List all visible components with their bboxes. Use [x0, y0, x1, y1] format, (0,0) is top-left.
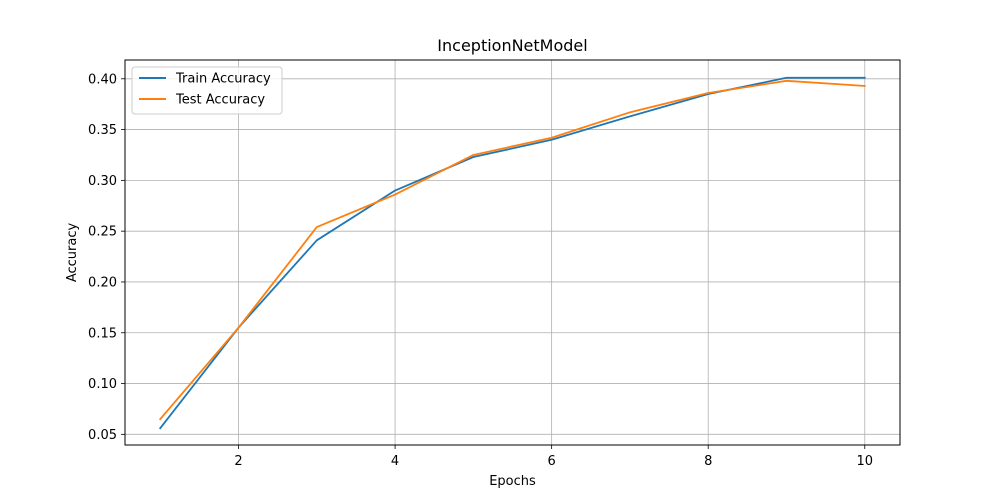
- y-tick-label: 0.40: [88, 72, 117, 87]
- plot-area: [125, 60, 900, 445]
- legend-label-test-accuracy: Test Accuracy: [175, 93, 265, 108]
- y-tick-label: 0.35: [88, 123, 117, 138]
- grid: [125, 60, 900, 445]
- chart-title: InceptionNetModel: [437, 36, 587, 55]
- y-ticks: 0.05 0.10 0.15 0.20 0.25 0.30 0.35 0.40: [88, 72, 125, 443]
- series-layer: [158, 76, 866, 430]
- x-tick-label: 8: [704, 454, 712, 469]
- legend-box: [131, 66, 283, 115]
- legend: Train Accuracy Test Accuracy: [131, 66, 283, 115]
- y-tick-label: 0.25: [88, 225, 117, 240]
- legend-label-train-accuracy: Train Accuracy: [175, 72, 271, 87]
- y-tick-label: 0.20: [88, 275, 117, 290]
- x-ticks: 2 4 6 8 10: [234, 445, 873, 469]
- y-axis-label: Accuracy: [65, 223, 80, 283]
- y-tick-label: 0.10: [88, 377, 117, 392]
- x-tick-label: 6: [548, 454, 556, 469]
- x-axis-label: Epochs: [489, 474, 536, 489]
- series-line-test-accuracy: [158, 79, 866, 421]
- x-tick-label: 10: [856, 454, 873, 469]
- plot-frame: [124, 59, 901, 446]
- y-tick-label: 0.15: [88, 326, 117, 341]
- y-tick-label: 0.30: [88, 174, 117, 189]
- x-tick-label: 4: [391, 454, 399, 469]
- y-tick-label: 0.05: [88, 428, 117, 443]
- series-line-train-accuracy: [158, 76, 866, 430]
- x-tick-label: 2: [234, 454, 242, 469]
